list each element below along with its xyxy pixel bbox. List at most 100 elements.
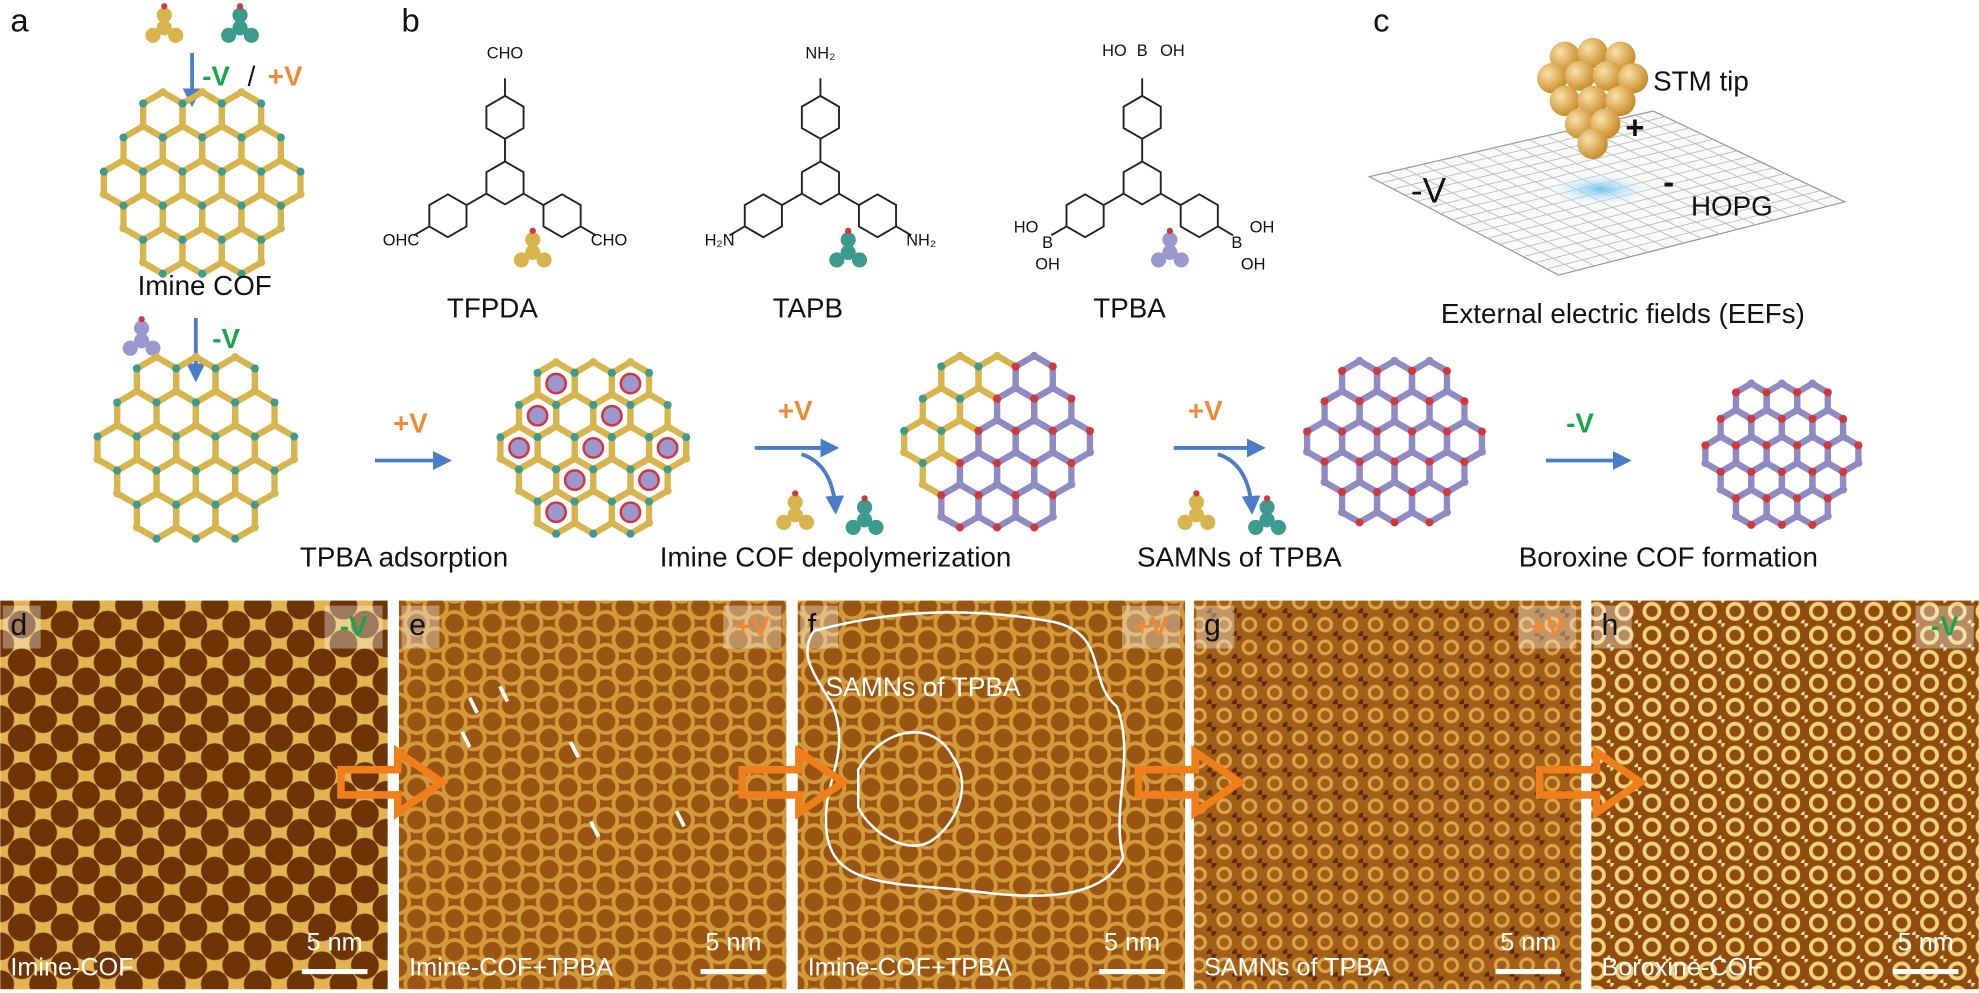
cof-node: [645, 368, 654, 377]
lattice-line: [1534, 190, 1822, 264]
cof-node: [237, 133, 246, 142]
bias-label: -V: [340, 611, 368, 642]
atom-cluster: [232, 20, 248, 36]
cof-node: [139, 167, 148, 176]
cof-node: [496, 433, 505, 442]
tpba-guest: [545, 372, 568, 395]
cof-pore: [251, 421, 298, 475]
cof-node: [626, 422, 635, 431]
atom-cluster: [536, 252, 552, 268]
cof-node: [993, 459, 1002, 468]
cof-node: [607, 390, 616, 399]
cof-node: [1808, 520, 1817, 529]
cof-node: [1747, 467, 1756, 476]
cof-node: [663, 400, 672, 410]
scale-label: 5 nm: [1898, 928, 1954, 956]
cof-node: [607, 368, 616, 377]
cof-node: [1823, 459, 1832, 468]
pointer-arrow: [467, 696, 479, 714]
tpba-guest: [619, 372, 642, 395]
benzene-ring: [857, 193, 898, 239]
cof-node: [589, 358, 598, 367]
panel-label: g: [1204, 609, 1221, 642]
benzene-ring: [743, 193, 783, 239]
cof-node: [1030, 394, 1039, 403]
cof-node: [1747, 414, 1756, 423]
cof-node: [158, 133, 167, 142]
lattice-line: [1546, 195, 1834, 270]
cof-node: [955, 459, 964, 468]
cof-node: [198, 88, 207, 97]
cof-node: [1067, 394, 1076, 403]
atom-cluster: [1270, 519, 1287, 535]
bias-label: +V: [393, 408, 428, 439]
cof-node: [1407, 387, 1417, 396]
benzene-ring: [800, 160, 840, 206]
cof-node: [198, 269, 207, 278]
cof-node: [158, 156, 167, 165]
cof-node: [1839, 414, 1848, 423]
cof-network: [93, 353, 299, 543]
cof-node: [1011, 512, 1020, 521]
cof-node: [139, 122, 148, 131]
region-label: SAMNs of TPBA: [825, 672, 1021, 702]
atom-cluster: [851, 252, 868, 268]
cof-node: [1355, 457, 1364, 466]
cof-node: [1839, 432, 1848, 441]
cof-node: [178, 258, 187, 267]
atom-cluster: [1177, 514, 1193, 530]
cof-node: [1731, 494, 1741, 503]
cof-node: [607, 454, 616, 463]
cof-node: [645, 497, 654, 506]
cof-node: [270, 398, 279, 407]
cof-node: [993, 523, 1002, 532]
cof-node: [645, 518, 654, 528]
molecule-name: TPBA: [1093, 293, 1166, 324]
functional-group: B: [1042, 234, 1053, 252]
cof-node: [1338, 488, 1347, 497]
cof-node: [296, 190, 305, 199]
bond: [781, 192, 803, 206]
bias-label: -V: [202, 61, 230, 92]
atom-cluster: [857, 512, 873, 528]
cof-node: [1823, 512, 1832, 521]
cof-node: [1048, 512, 1057, 521]
cof-node: [552, 400, 561, 410]
functional-group: CHO: [487, 45, 523, 63]
cof-node: [1731, 406, 1741, 415]
cof-node: [1355, 417, 1364, 426]
functional-group: CHO: [591, 231, 627, 249]
cof-node: [1030, 480, 1039, 489]
cof-node: [1338, 508, 1347, 517]
cof-node: [1320, 477, 1329, 487]
cof-node: [119, 133, 128, 142]
cof-node: [250, 500, 259, 509]
functional-group: H₂N: [705, 231, 735, 249]
benzene-ring: [1065, 193, 1105, 239]
cof-node: [250, 364, 259, 373]
cof-node: [139, 190, 148, 199]
atom-cluster: [156, 7, 172, 23]
atom-cluster: [525, 232, 541, 248]
cof-node: [217, 122, 226, 131]
tip-atom: [1577, 37, 1608, 69]
cof-node: [974, 448, 983, 457]
atom-cluster: [1200, 514, 1216, 530]
cof-node: [1823, 441, 1832, 450]
cof-node: [1460, 397, 1469, 406]
cof-node: [1460, 457, 1469, 466]
release-arrow: [800, 452, 845, 515]
functional-group: OH: [1250, 219, 1275, 237]
caption: Imine COF depolymerization: [660, 541, 1012, 572]
molecule-model: [513, 227, 552, 268]
pointer-arrow: [498, 685, 510, 703]
cof-node: [937, 491, 946, 500]
cof-node: [514, 422, 524, 431]
cof-node: [172, 364, 181, 373]
cof-node: [217, 190, 226, 199]
panel-label: c: [1373, 1, 1389, 38]
cof-node: [237, 201, 246, 210]
cof-node: [1011, 362, 1020, 371]
functional-group: B: [1231, 234, 1242, 252]
cof-node: [152, 489, 161, 498]
